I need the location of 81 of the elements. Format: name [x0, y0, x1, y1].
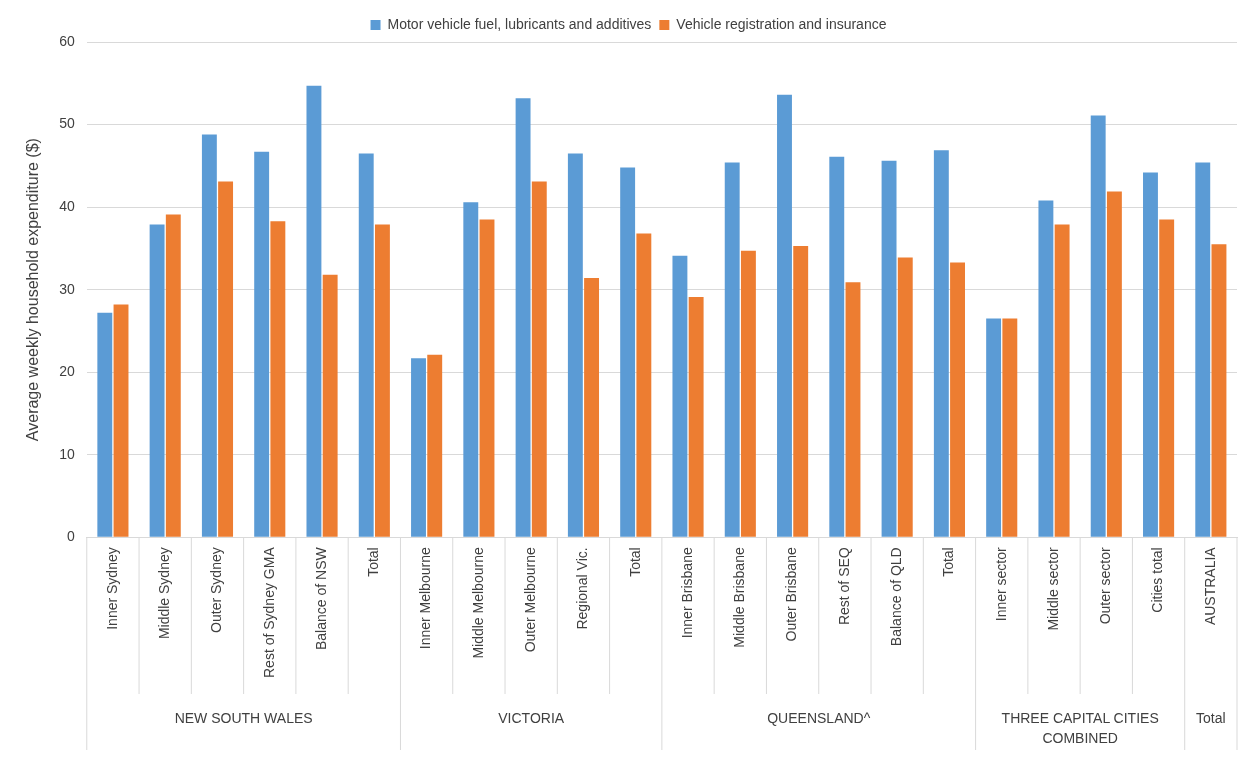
- bar: [411, 358, 426, 537]
- bar: [1090, 115, 1106, 537]
- bar: [672, 255, 688, 537]
- bar: [724, 162, 740, 537]
- bar: [113, 304, 129, 537]
- bar: [306, 85, 322, 537]
- x-tick-label: Middle Sydney: [156, 547, 173, 640]
- text: QUEENSLAND^: [767, 709, 871, 726]
- x-tick-label: Middle Brisbane: [731, 547, 748, 648]
- bar: [1143, 172, 1158, 537]
- x-tick-label: Outer Melbourne: [522, 547, 539, 653]
- x-tick-label: Cities total: [1149, 547, 1166, 613]
- x-tick-label: Inner Sydney: [103, 547, 120, 630]
- y-tick-label: 0: [66, 528, 75, 545]
- legend-label: Motor vehicle fuel, lubricants and additives: [387, 15, 652, 32]
- x-tick-label: Total: [626, 547, 643, 577]
- bar: [463, 202, 479, 537]
- legend-label: Vehicle registration and insurance: [676, 15, 887, 32]
- bar: [567, 153, 583, 537]
- bar: [793, 245, 809, 537]
- bar: [1211, 244, 1227, 537]
- x-tick-label: Middle sector: [1044, 546, 1061, 631]
- bar: [218, 181, 234, 537]
- bar: [688, 297, 704, 537]
- y-axis-title: Average weekly household expenditure ($): [24, 138, 42, 442]
- bar: [515, 98, 531, 537]
- x-tick-label: Outer Brisbane: [783, 547, 800, 642]
- text: Total: [1196, 709, 1226, 726]
- bar: [845, 282, 861, 537]
- y-tick-label: 30: [59, 280, 75, 297]
- bar: [201, 134, 217, 537]
- x-tick-label: Balance of NSW: [312, 546, 329, 650]
- bar: [254, 151, 270, 537]
- bar: [740, 250, 756, 537]
- bar: [97, 312, 113, 537]
- bar: [270, 221, 286, 537]
- bar: [897, 257, 913, 537]
- bar: [986, 318, 1002, 537]
- y-tick-label: 40: [59, 197, 75, 214]
- bar: [636, 233, 652, 537]
- y-tick-label: 10: [59, 445, 75, 462]
- bar: [1054, 224, 1070, 537]
- bar: [358, 153, 374, 537]
- x-tick-label: Rest of Sydney GMA: [260, 546, 277, 678]
- x-tick-label: Outer sector: [1097, 546, 1114, 625]
- y-tick-label: 20: [59, 363, 75, 380]
- bar: [427, 354, 443, 537]
- bar: [881, 160, 897, 537]
- bar: [620, 167, 636, 537]
- x-tick-label: Inner Brisbane: [678, 547, 695, 639]
- text: THREE CAPITAL CITIES COMBINED: [1001, 709, 1159, 746]
- bar: [1159, 219, 1175, 537]
- x-tick-label: Total: [940, 547, 957, 577]
- bar: [165, 214, 181, 537]
- x-tick-label: Inner Melbourne: [417, 547, 434, 650]
- text: VICTORIA: [498, 709, 565, 726]
- bar: [1106, 191, 1122, 537]
- y-tick-label: 50: [59, 115, 75, 132]
- bar: [584, 278, 600, 537]
- y-tick-label: 60: [59, 32, 75, 49]
- x-tick-label: AUSTRALIA: [1201, 546, 1218, 626]
- x-tick-label: Regional Vic.: [574, 547, 591, 630]
- bar: [1195, 162, 1211, 537]
- text: NEW SOUTH WALES: [174, 709, 313, 726]
- bar: [531, 181, 547, 537]
- bar: [479, 219, 495, 537]
- bar: [829, 156, 845, 537]
- bar: [777, 94, 792, 537]
- bar: [374, 224, 390, 537]
- x-tick-label: Inner sector: [992, 546, 1009, 622]
- x-tick-label: Outer Sydney: [208, 547, 225, 633]
- bar: [322, 274, 338, 537]
- x-tick-label: Total: [365, 547, 382, 577]
- x-tick-label: Middle Melbourne: [469, 547, 486, 659]
- bar: [950, 262, 965, 537]
- bar: [1038, 200, 1054, 537]
- x-tick-label: Rest of SEQ: [835, 547, 852, 626]
- bar: [1002, 318, 1018, 537]
- bar: [149, 224, 165, 537]
- x-tick-label: Balance of QLD: [888, 547, 905, 647]
- bar: [933, 150, 949, 537]
